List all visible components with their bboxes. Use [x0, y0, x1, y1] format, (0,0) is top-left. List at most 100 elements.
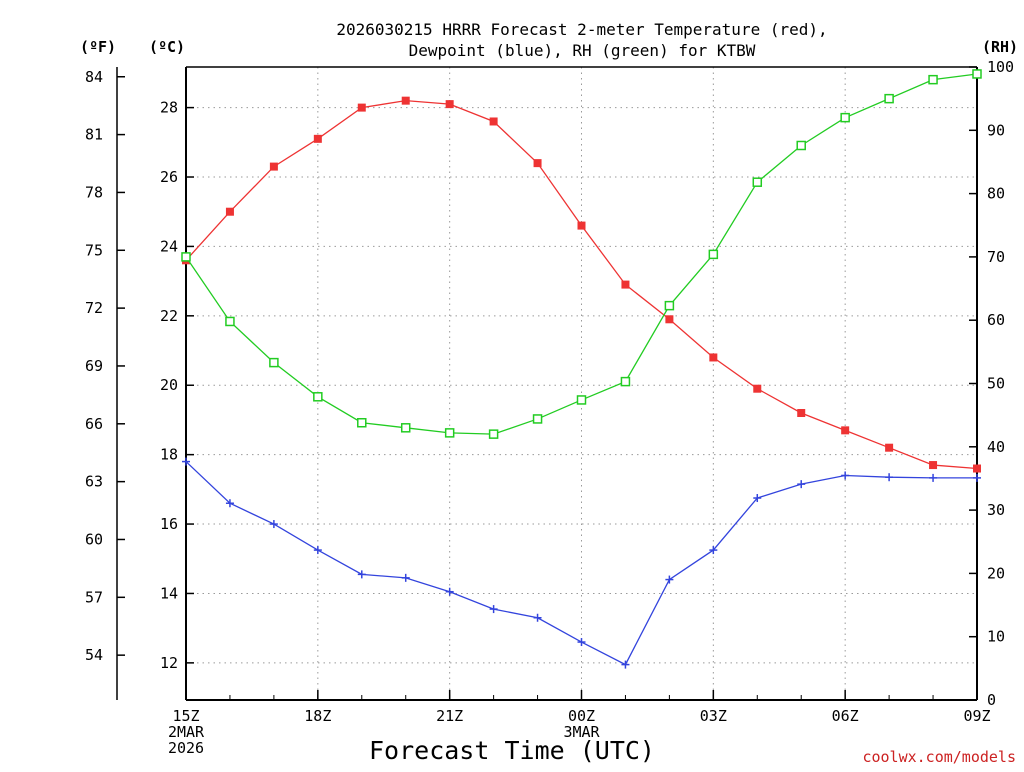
x-tick-label: 00Z [568, 707, 595, 725]
temperature-point [973, 464, 981, 473]
dewpoint-point [929, 473, 938, 482]
x-tick-label: 09Z [963, 707, 990, 725]
data-series [181, 69, 982, 669]
rh-tick-label: 10 [987, 628, 1005, 646]
rh-point [972, 69, 982, 79]
axes [116, 66, 978, 701]
rh-point [664, 300, 675, 311]
rh-tick-label: 50 [987, 375, 1005, 393]
dewpoint-point [269, 520, 278, 529]
celsius-tick-label: 28 [160, 99, 178, 117]
rh-tick-label: 60 [987, 311, 1005, 329]
dewpoint-point [841, 471, 850, 480]
celsius-tick-label: 14 [160, 584, 178, 602]
temperature-point [401, 96, 410, 105]
rh-tick-label: 0 [987, 691, 996, 709]
dewpoint-point [753, 494, 762, 503]
x-tick-label: 3MAR [563, 723, 600, 741]
x-tick-label: 03Z [700, 707, 727, 725]
rh-point [181, 252, 191, 262]
dewpoint-point [357, 570, 366, 579]
rh-axis-label: (RH) [982, 38, 1018, 56]
rh-point [620, 376, 631, 387]
x-tick-label: 2MAR [168, 723, 205, 741]
dewpoint-point [577, 638, 586, 647]
fahrenheit-axis-label: (ºF) [80, 38, 116, 56]
rh-point [313, 392, 323, 402]
fahrenheit-tick-label: 54 [85, 646, 103, 664]
dewpoint-point [797, 480, 806, 489]
dewpoint-point [621, 660, 630, 669]
temperature-point [225, 207, 234, 216]
dewpoint-point [313, 546, 322, 555]
x-tick-label: 06Z [832, 707, 859, 725]
celsius-tick-label: 20 [160, 376, 178, 394]
rh-tick-label: 30 [987, 501, 1005, 519]
rh-point [444, 428, 455, 438]
rh-tick-label: 40 [987, 438, 1005, 456]
credit-link[interactable]: coolwx.com/models [862, 748, 1016, 766]
rh-point [400, 423, 411, 433]
rh-point [576, 395, 587, 405]
temperature-point [753, 384, 762, 393]
temperature-point [885, 443, 894, 452]
fahrenheit-tick-label: 57 [85, 588, 103, 606]
chart-text: 2026030215 HRRR Forecast 2-meter Tempera… [80, 20, 1018, 766]
dewpoint-point [885, 473, 894, 482]
temperature-point [357, 103, 366, 112]
rh-point [488, 429, 499, 439]
temperature-point [621, 280, 630, 289]
rh-point [269, 357, 279, 368]
x-tick-label: 21Z [436, 707, 463, 725]
x-tick-label: 15Z [172, 707, 199, 725]
dewpoint-point [533, 613, 542, 622]
fahrenheit-tick-label: 63 [85, 473, 103, 491]
x-tick-label: 18Z [304, 707, 331, 725]
x-tick-label: 2026 [168, 739, 204, 757]
temperature-point [709, 353, 718, 362]
temperature-point [269, 162, 278, 171]
rh-point [532, 414, 543, 424]
celsius-tick-label: 18 [160, 446, 178, 464]
fahrenheit-tick-label: 66 [85, 415, 103, 433]
temperature-point [489, 117, 498, 126]
rh-tick-label: 100 [987, 58, 1014, 76]
dewpoint-point [973, 473, 981, 482]
celsius-axis-label: (ºC) [149, 38, 185, 56]
temperature-point [577, 221, 586, 230]
celsius-tick-label: 24 [160, 237, 178, 255]
dewpoint-point [401, 573, 410, 582]
rh-tick-label: 90 [987, 121, 1005, 139]
rh-point [884, 93, 894, 104]
fahrenheit-tick-label: 69 [85, 357, 103, 375]
rh-tick-label: 80 [987, 185, 1005, 203]
rh-point [840, 112, 850, 123]
rh-point [357, 417, 367, 428]
rh-point [796, 140, 806, 151]
rh-point [928, 74, 938, 85]
rh-point [708, 249, 719, 260]
celsius-tick-label: 26 [160, 168, 178, 186]
dewpoint-point [489, 605, 498, 614]
rh-tick-label: 70 [987, 248, 1005, 266]
dewpoint-point [665, 575, 674, 584]
fahrenheit-tick-label: 84 [85, 68, 103, 86]
chart-title-line-1: 2026030215 HRRR Forecast 2-meter Tempera… [336, 20, 827, 39]
temperature-point [313, 134, 322, 143]
temperature-point [665, 315, 674, 324]
chart-title-line-2: Dewpoint (blue), RH (green) for KTBW [409, 41, 756, 60]
temperature-point [841, 426, 850, 435]
rh-point [225, 316, 235, 327]
dewpoint-point [225, 499, 234, 508]
fahrenheit-tick-label: 60 [85, 530, 103, 548]
fahrenheit-tick-label: 81 [85, 126, 103, 144]
temperature-point [533, 159, 542, 168]
x-axis-title: Forecast Time (UTC) [369, 736, 655, 765]
rh-tick-label: 20 [987, 564, 1005, 582]
celsius-tick-label: 12 [160, 654, 178, 672]
rh-point [752, 177, 763, 187]
grid-lines [186, 67, 977, 700]
fahrenheit-tick-label: 78 [85, 183, 103, 201]
temperature-point [445, 100, 454, 109]
